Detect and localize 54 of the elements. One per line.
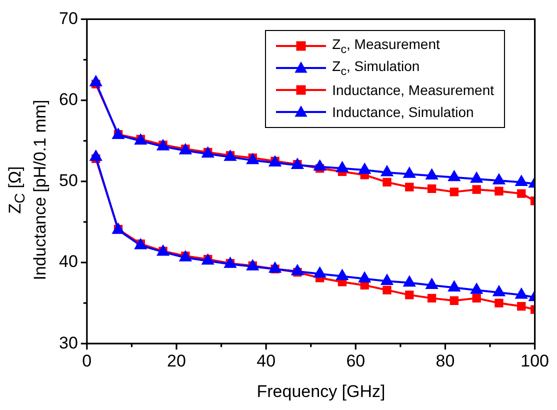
- point: [358, 272, 371, 283]
- point: [90, 76, 102, 86]
- point: [515, 175, 528, 186]
- point: [450, 188, 459, 196]
- y-tick-label: 60: [58, 90, 78, 109]
- y-tick-label: 70: [58, 8, 78, 28]
- x-axis-title: Frequency [GHz]: [256, 382, 386, 402]
- point: [426, 278, 438, 290]
- x-tick-label: 80: [436, 351, 455, 370]
- legend-label: Inductance, Measurement: [332, 82, 494, 98]
- point: [314, 160, 326, 171]
- point: [427, 184, 436, 194]
- point: [291, 264, 304, 276]
- legend-label: Z$_{c}$, Measurement: [332, 36, 440, 56]
- y-tick-label: 40: [58, 252, 78, 272]
- x-tick-label: 40: [256, 351, 276, 370]
- point: [470, 172, 483, 183]
- point: [450, 296, 459, 305]
- point: [448, 280, 460, 292]
- point: [405, 290, 414, 300]
- x-tick-label: 100: [520, 351, 550, 370]
- point: [358, 163, 371, 174]
- legend-label: Z$_{c}$, Simulation: [332, 58, 420, 78]
- point: [472, 185, 481, 194]
- x-tick-label: 0: [82, 351, 92, 370]
- point: [470, 283, 483, 294]
- point: [492, 174, 505, 184]
- x-tick-label: 20: [167, 351, 186, 370]
- point: [426, 168, 438, 180]
- point: [448, 170, 460, 182]
- y-tick-label: 50: [58, 171, 78, 190]
- point: [492, 286, 505, 296]
- point: [90, 150, 102, 161]
- point: [336, 162, 348, 172]
- point: [472, 294, 481, 303]
- point: [517, 302, 526, 311]
- point: [382, 286, 392, 294]
- point: [403, 276, 416, 287]
- point: [405, 182, 414, 192]
- point: [382, 178, 392, 187]
- point: [427, 294, 436, 303]
- point: [381, 166, 394, 176]
- point: [494, 298, 504, 308]
- point: [403, 167, 416, 178]
- legend-label: Inductance, Simulation: [332, 104, 474, 120]
- point: [314, 267, 326, 278]
- point: [336, 269, 348, 280]
- y-tick-label: 30: [58, 333, 78, 352]
- x-tick-label: 60: [346, 351, 366, 370]
- point: [381, 274, 394, 285]
- point: [269, 262, 282, 273]
- point: [517, 189, 526, 198]
- point: [494, 186, 504, 196]
- point: [515, 288, 528, 299]
